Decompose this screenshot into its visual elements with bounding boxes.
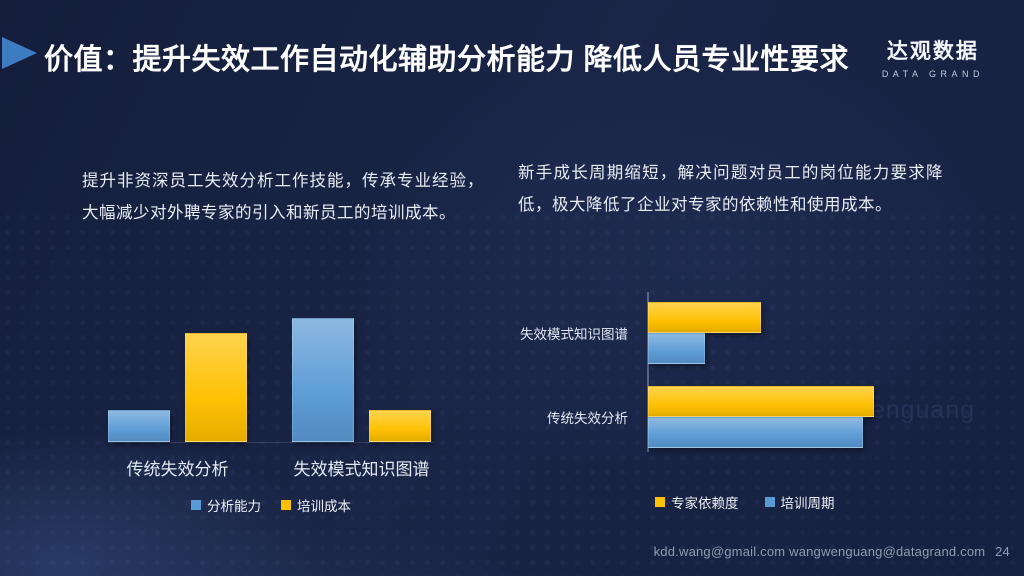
right-chart-legend-item-1: 培训周期 bbox=[764, 492, 835, 512]
brand-logo-en: DATA GRAND bbox=[881, 69, 984, 79]
right-chart-axis-line bbox=[647, 292, 649, 452]
paragraph-right: 新手成长周期缩短，解决问题对员工的岗位能力要求降低，极大降低了企业对专家的依赖性… bbox=[518, 164, 943, 214]
right-chart-legend-label-0: 专家依赖度 bbox=[671, 496, 739, 511]
right-chart-bar-group-1 bbox=[648, 386, 874, 448]
left-chart-category-labels: 传统失效分析 失效模式知识图谱 bbox=[108, 455, 434, 480]
left-chart-bar-s0-c1 bbox=[292, 318, 354, 442]
right-chart-legend-swatch-1 bbox=[764, 497, 775, 507]
page-title: 价值：提升失效工作自动化辅助分析能力 降低人员专业性要求 bbox=[44, 44, 850, 76]
left-chart-bars bbox=[108, 318, 434, 443]
left-chart-legend-item-1: 培训成本 bbox=[281, 495, 351, 515]
brand-logo-cn: 达观数据 bbox=[886, 40, 979, 63]
right-chart-legend: 专家依赖度 培训周期 bbox=[655, 492, 835, 512]
left-chart-category-label-1: 失效模式知识图谱 bbox=[293, 460, 430, 479]
right-chart-category-labels: 失效模式知识图谱传统失效分析 bbox=[520, 302, 638, 448]
left-bar-chart: 传统失效分析 失效模式知识图谱 分析能力 培训成本 bbox=[108, 318, 434, 515]
footer-emails: kdd.wang@gmail.com wangwenguang@datagran… bbox=[653, 544, 986, 559]
left-chart-legend-item-0: 分析能力 bbox=[191, 495, 261, 515]
left-chart-legend-swatch-0 bbox=[191, 500, 201, 510]
brand-logo: 达观数据 DATA GRAND bbox=[882, 35, 984, 79]
right-chart-bars bbox=[648, 302, 874, 448]
left-chart-bar-s0-c0 bbox=[108, 410, 170, 442]
left-chart-legend-swatch-1 bbox=[281, 500, 291, 510]
right-chart-bar-s0-c0 bbox=[648, 302, 761, 333]
left-chart-bar-group-1 bbox=[292, 318, 431, 442]
right-chart-bar-s1-c0 bbox=[648, 333, 705, 364]
left-chart-bar-group-0 bbox=[108, 333, 247, 442]
left-chart-bar-s1-c0 bbox=[185, 333, 247, 442]
right-chart-legend-swatch-0 bbox=[655, 497, 665, 507]
right-chart-legend-item-0: 专家依赖度 bbox=[655, 492, 739, 512]
left-chart-legend: 分析能力 培训成本 bbox=[108, 495, 434, 515]
footer: kdd.wang@gmail.com wangwenguang@datagran… bbox=[654, 544, 1010, 559]
right-chart-legend-label-1: 培训周期 bbox=[780, 496, 835, 511]
page-number: 24 bbox=[995, 544, 1010, 559]
right-chart-category-label-1: 传统失效分析 bbox=[547, 411, 628, 426]
right-chart-bar-group-0 bbox=[648, 302, 874, 364]
right-chart-bar-s0-c1 bbox=[648, 386, 874, 417]
title-accent-triangle-icon bbox=[2, 37, 37, 69]
left-chart-category-label-0: 传统失效分析 bbox=[126, 460, 229, 479]
left-chart-legend-label-1: 培训成本 bbox=[297, 499, 351, 514]
right-chart-category-label-0: 失效模式知识图谱 bbox=[520, 327, 628, 342]
right-chart-bar-s1-c1 bbox=[648, 417, 863, 448]
left-chart-bar-s1-c1 bbox=[369, 410, 431, 442]
paragraph-left: 提升非资深员工失效分析工作技能，传承专业经验，大幅减少对外聘专家的引入和新员工的… bbox=[82, 172, 484, 222]
left-chart-legend-label-0: 分析能力 bbox=[207, 499, 261, 514]
